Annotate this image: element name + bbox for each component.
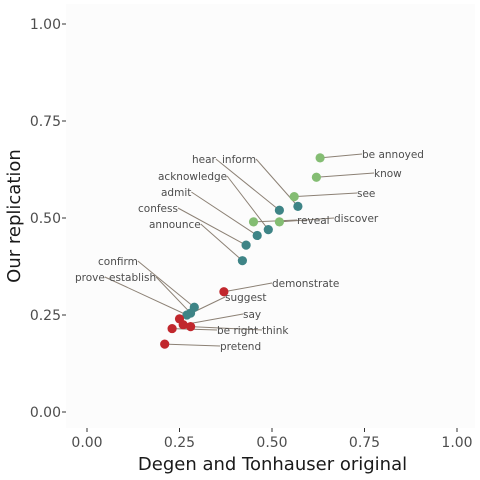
label-leader-line: [190, 326, 263, 331]
data-point: [289, 192, 299, 202]
label-leader-line: [215, 158, 280, 211]
data-point: [274, 205, 284, 215]
data-point: [178, 320, 188, 330]
label-leader-line: [177, 207, 247, 246]
label-leader-line: [316, 172, 375, 178]
x-tick-label: 1.00: [441, 435, 472, 451]
point-label: prove: [75, 272, 105, 284]
data-point: [219, 287, 229, 297]
y-tick-label: 1.00: [30, 17, 61, 33]
data-point: [315, 153, 325, 163]
point-label: inform: [222, 154, 256, 166]
point-label: admit: [161, 187, 191, 199]
label-leader-line: [172, 328, 218, 331]
label-leader-line: [164, 343, 221, 347]
point-label: be right: [217, 325, 258, 337]
x-tick-label: 0.50: [256, 435, 287, 451]
data-point: [160, 339, 170, 349]
label-leader-lines: [104, 153, 375, 347]
y-axis: 0.00 0.25 0.50 0.75 1.00: [30, 17, 66, 421]
data-point: [186, 322, 196, 332]
data-points: [160, 153, 325, 349]
y-tick-label: 0.50: [30, 211, 61, 227]
data-point: [237, 256, 247, 266]
point-labels: be annoyed know see hear inform acknowledge ad…: [75, 149, 424, 353]
point-label: announce: [149, 219, 201, 231]
point-label: see: [357, 188, 375, 200]
data-point: [311, 172, 321, 182]
y-axis-title: Our replication: [4, 149, 25, 283]
point-label: demonstrate: [272, 278, 339, 290]
label-leader-line: [223, 282, 273, 293]
y-tick-label: 0.75: [30, 114, 61, 130]
label-leader-line: [191, 191, 258, 236]
x-axis-title: Degen and Tonhauser original: [138, 454, 407, 475]
point-label: acknowledge: [158, 171, 227, 183]
x-tick-label: 0.75: [349, 435, 380, 451]
point-label: confirm: [98, 256, 138, 268]
label-leader-line: [294, 192, 358, 198]
point-label: discover: [334, 213, 379, 225]
data-point: [293, 201, 303, 211]
data-point: [263, 225, 273, 235]
label-leader-line: [226, 175, 269, 230]
point-label: pretend: [220, 341, 261, 353]
label-leader-line: [200, 223, 243, 262]
point-label: think: [262, 325, 289, 337]
data-point: [274, 217, 284, 227]
point-label: be annoyed: [362, 149, 424, 161]
y-tick-label: 0.25: [30, 308, 61, 324]
point-label: say: [243, 309, 261, 321]
point-label: hear: [192, 154, 217, 166]
label-leader-line: [279, 217, 335, 223]
data-point: [252, 230, 262, 241]
point-label: establish: [109, 272, 156, 284]
label-leader-line: [137, 260, 195, 308]
label-leader-line: [155, 276, 191, 314]
label-leader-line: [104, 276, 188, 316]
x-tick-label: 0.00: [71, 435, 102, 451]
data-point: [248, 217, 259, 227]
plot-panel: [66, 4, 475, 428]
point-label: suggest: [225, 292, 267, 304]
y-tick-label: 0.00: [30, 405, 61, 421]
data-point: [182, 310, 192, 320]
x-axis: 0.00 0.25 0.50 0.75 1.00: [71, 428, 473, 451]
point-label: confess: [138, 203, 178, 215]
point-label: reveal: [297, 215, 330, 227]
data-point: [167, 323, 177, 334]
point-label: know: [374, 168, 402, 180]
x-tick-label: 0.25: [164, 435, 195, 451]
label-leader-line: [320, 153, 363, 159]
data-point: [241, 240, 251, 250]
